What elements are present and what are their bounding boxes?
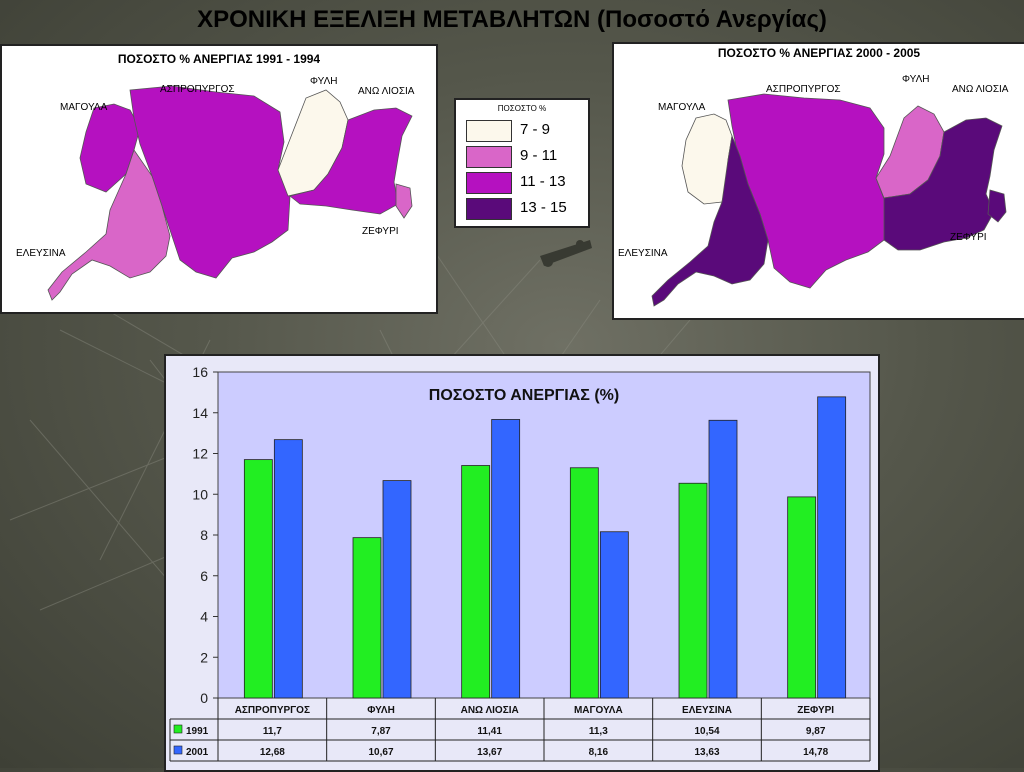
legend-swatch <box>466 172 512 194</box>
data-label: 11,3 <box>589 726 608 737</box>
unemployment-bar-chart: 0 2 4 6 8 10 12 14 16 ΠΟΣΟΣΤΟ ΑΝΕΡΓΙΑΣ (%) ΑΣΠΡΟΠΥ… <box>164 354 880 772</box>
legend-key-1991 <box>173 724 183 734</box>
category-label: ΑΣΠΡΟΠΥΡΓΟΣ <box>235 705 310 716</box>
legend-swatch <box>466 120 512 142</box>
data-label: 10,67 <box>368 747 393 758</box>
label-zefyri: ΖΕΦΥΡΙ <box>950 232 987 243</box>
legend-item: 11 - 13 <box>466 172 584 194</box>
slide-title: ΧΡΟΝΙΚΗ ΕΞΕΛΙΞΗ ΜΕΤΑΒΛΗΤΩΝ (Ποσοστό Ανερ… <box>197 6 827 33</box>
region-ano-liosia <box>883 117 1003 251</box>
legend-label: 7 - 9 <box>520 121 551 138</box>
legend-label-1991: 1991 <box>186 726 209 737</box>
map-title: ΠΟΣΟΣΤΟ % ΑΝΕΡΓΙΑΣ 1991 - 1994 <box>117 52 321 66</box>
bar-2001 <box>599 531 629 699</box>
data-label: 10,54 <box>694 726 719 737</box>
map-2000-2005: ΠΟΣΟΣΤΟ % ΑΝΕΡΓΙΑΣ 2000 - 2005 ΜΑΓΟΥΛΑ Α… <box>612 42 1024 320</box>
legend-swatch <box>466 198 512 220</box>
region-elefsina <box>47 149 171 301</box>
data-label: 8,16 <box>589 747 609 758</box>
y-tick-label: 8 <box>200 527 208 543</box>
legend-item: 13 - 15 <box>466 198 584 220</box>
category-label: ΑΝΩ ΛΙΟΣΙΑ <box>461 705 519 716</box>
map-title: ΠΟΣΟΣΤΟ % ΑΝΕΡΓΙΑΣ 2000 - 2005 <box>717 46 921 60</box>
region-elefsina <box>651 134 769 307</box>
bar-1991 <box>678 482 708 699</box>
y-tick-label: 16 <box>192 364 208 380</box>
legend-title: ΠΟΣΟΣΤΟ % <box>497 104 547 113</box>
label-fyli: ΦΥΛΗ <box>902 74 930 85</box>
legend-swatch <box>466 146 512 168</box>
data-label: 14,78 <box>803 747 828 758</box>
map-1991-1994: ΠΟΣΟΣΤΟ % ΑΝΕΡΓΙΑΣ 1991 - 1994 ΜΑΓΟΥΛΑ Α… <box>0 44 438 314</box>
legend-label: 9 - 11 <box>520 147 558 164</box>
y-tick-label: 6 <box>200 568 208 584</box>
map-regions <box>47 85 413 301</box>
data-label: 13,63 <box>694 747 719 758</box>
chart-canvas: 0 2 4 6 8 10 12 14 16 ΠΟΣΟΣΤΟ ΑΝΕΡΓΙΑΣ (%) ΑΣΠΡΟΠΥ… <box>166 356 878 770</box>
category-label: ΦΥΛΗ <box>367 705 395 716</box>
legend-label: 13 - 15 <box>520 199 567 216</box>
category-label: ΕΛΕΥΣΙΝΑ <box>682 705 732 716</box>
label-ano-liosia: ΑΝΩ ΛΙΟΣΙΑ <box>952 84 1009 95</box>
data-label: 9,87 <box>806 726 826 737</box>
legend-label-2001: 2001 <box>186 747 209 758</box>
y-tick-label: 4 <box>200 609 208 625</box>
legend-label: 11 - 13 <box>520 173 566 190</box>
label-magoula: ΜΑΓΟΥΛΑ <box>60 102 108 113</box>
data-label: 11,7 <box>263 726 282 737</box>
label-fyli: ΦΥΛΗ <box>310 76 338 87</box>
bar-2001 <box>273 439 303 699</box>
label-elefsina: ΕΛΕΥΣΙΝΑ <box>16 248 66 259</box>
map-regions <box>651 93 1007 307</box>
bar-1991 <box>243 459 273 699</box>
label-aspropyrgos: ΑΣΠΡΟΠΥΡΓΟΣ <box>160 84 235 95</box>
chart-title: ΠΟΣΟΣΤΟ ΑΝΕΡΓΙΑΣ (%) <box>429 387 619 404</box>
label-ano-liosia: ΑΝΩ ΛΙΟΣΙΑ <box>358 86 415 97</box>
bar-2001 <box>817 396 847 699</box>
label-magoula: ΜΑΓΟΥΛΑ <box>658 102 706 113</box>
data-label: 7,87 <box>371 726 391 737</box>
label-elefsina: ΕΛΕΥΣΙΝΑ <box>618 248 668 259</box>
y-tick-label: 10 <box>192 486 208 502</box>
category-label: ΜΑΓΟΥΛΑ <box>574 705 623 716</box>
plot-area <box>217 371 871 699</box>
legend-item: 9 - 11 <box>466 146 584 168</box>
y-tick-label: 0 <box>200 690 208 706</box>
legend-item: 7 - 9 <box>466 120 584 142</box>
bar-1991 <box>352 537 382 699</box>
y-tick-label: 14 <box>192 405 208 421</box>
label-aspropyrgos: ΑΣΠΡΟΠΥΡΓΟΣ <box>766 84 841 95</box>
data-label: 11,41 <box>477 726 502 737</box>
bar-1991 <box>461 465 491 699</box>
bar-1991 <box>787 496 817 699</box>
bar-2001 <box>708 419 738 699</box>
region-zefyri <box>987 189 1007 223</box>
map-legend: ΠΟΣΟΣΤΟ % 7 - 9 9 - 11 11 - 13 13 - 15 <box>454 98 590 228</box>
data-label: 12,68 <box>260 747 285 758</box>
data-label: 13,67 <box>477 747 502 758</box>
bar-2001 <box>491 419 521 699</box>
region-zefyri <box>395 183 413 219</box>
y-tick-label: 2 <box>200 649 208 665</box>
legend-key-2001 <box>173 745 183 755</box>
y-tick-label: 12 <box>192 446 208 462</box>
bar-2001 <box>382 480 412 699</box>
label-zefyri: ΖΕΦΥΡΙ <box>362 226 399 237</box>
category-label: ΖΕΦΥΡΙ <box>797 705 834 716</box>
region-ano-liosia <box>289 107 413 215</box>
bar-1991 <box>569 467 599 699</box>
